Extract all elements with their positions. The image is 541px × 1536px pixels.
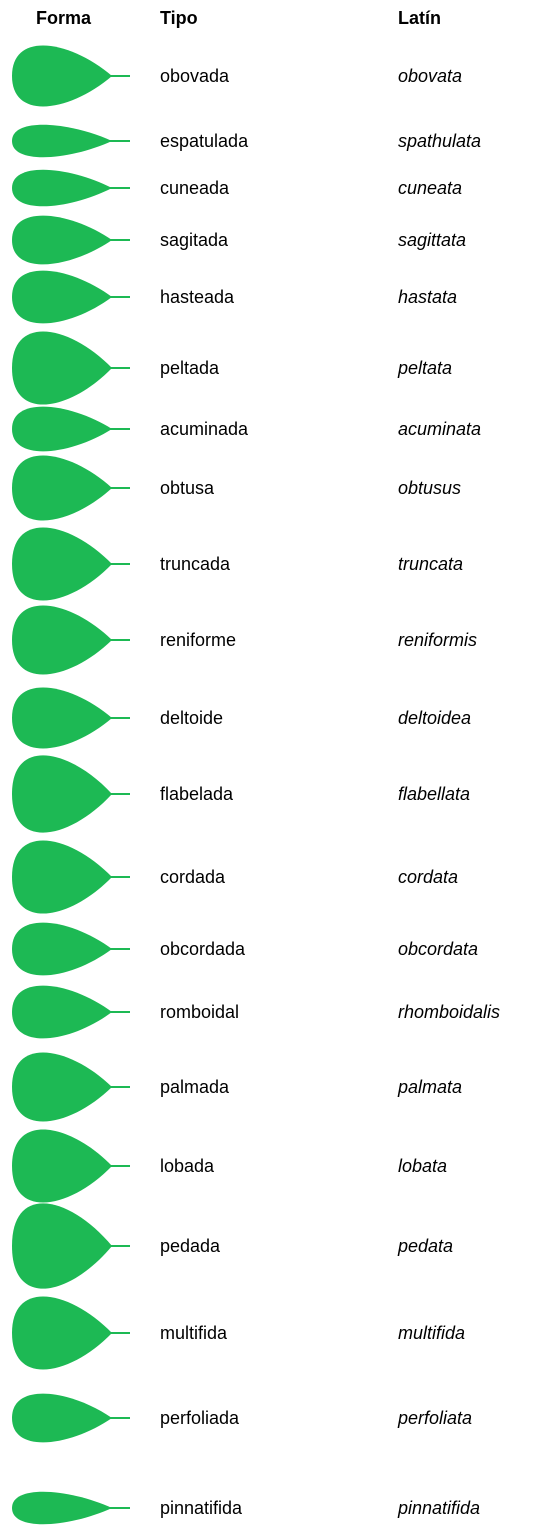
leaf-blade	[12, 687, 112, 749]
tipo-cell: perfoliada	[160, 1408, 240, 1428]
leaf-blade	[12, 605, 112, 675]
latin-cell: reniformis	[398, 630, 478, 650]
header-forma: Forma	[36, 8, 92, 28]
latin-cell: multifida	[398, 1323, 466, 1343]
leaf-icon	[12, 1203, 130, 1289]
tipo-cell: reniforme	[160, 630, 237, 650]
latin-cell: cordata	[398, 867, 459, 887]
leaf-icon	[12, 687, 130, 749]
leaf-icon	[12, 455, 130, 521]
leaf-blade	[12, 169, 112, 207]
tipo-cell: flabelada	[160, 784, 234, 804]
leaf-icon	[12, 1393, 130, 1443]
leaf-blade	[12, 331, 112, 405]
latin-cell: acuminata	[398, 419, 482, 439]
leaf-blade	[12, 1052, 112, 1122]
leaf-blade	[12, 1203, 112, 1289]
leaf-icon	[12, 406, 130, 452]
leaf-icon	[12, 922, 130, 976]
latin-cell: rhomboidalis	[398, 1002, 501, 1022]
latin-cell: spathulata	[398, 131, 482, 151]
tipo-cell: obtusa	[160, 478, 215, 498]
tipo-cell: obcordada	[160, 939, 246, 959]
leaf-icon	[12, 331, 130, 405]
tipo-cell: deltoide	[160, 708, 224, 728]
latin-cell: hastata	[398, 287, 458, 307]
latin-cell: obtusus	[398, 478, 462, 498]
leaf-icon	[12, 215, 130, 265]
tipo-cell: cordada	[160, 867, 226, 887]
leaf-blade	[12, 985, 112, 1039]
leaf-icon	[12, 270, 130, 324]
leaf-icon	[12, 1296, 130, 1370]
latin-cell: obovata	[398, 66, 463, 86]
leaf-blade	[12, 1393, 112, 1443]
leaf-blade	[12, 124, 112, 158]
leaf-icon	[12, 45, 130, 107]
leaf-blade	[12, 45, 112, 107]
leaf-blade	[12, 527, 112, 601]
latin-cell: sagittata	[398, 230, 467, 250]
leaf-blade	[12, 840, 112, 914]
leaf-blade	[12, 270, 112, 324]
tipo-cell: palmada	[160, 1077, 230, 1097]
header-latin: Latín	[398, 8, 441, 28]
leaf-blade	[12, 215, 112, 265]
tipo-cell: acuminada	[160, 419, 249, 439]
leaf-blade	[12, 455, 112, 521]
tipo-cell: espatulada	[160, 131, 249, 151]
latin-cell: cuneata	[398, 178, 463, 198]
latin-cell: pedata	[398, 1236, 454, 1256]
tipo-cell: truncada	[160, 554, 231, 574]
leaf-blade	[12, 406, 112, 452]
latin-cell: palmata	[398, 1077, 463, 1097]
latin-cell: perfoliata	[398, 1408, 473, 1428]
tipo-cell: pinnatifida	[160, 1498, 243, 1518]
leaf-icon	[12, 755, 130, 833]
leaf-icon	[12, 1129, 130, 1203]
leaf-icon	[12, 605, 130, 675]
leaf-blade	[12, 755, 112, 833]
header-tipo: Tipo	[160, 8, 198, 28]
tipo-cell: romboidal	[160, 1002, 240, 1022]
leaf-icon	[12, 169, 130, 207]
leaf-icon	[12, 527, 130, 601]
latin-cell: obcordata	[398, 939, 479, 959]
tipo-cell: peltada	[160, 358, 220, 378]
tipo-cell: lobada	[160, 1156, 215, 1176]
leaf-blade	[12, 922, 112, 976]
leaf-blade	[12, 1129, 112, 1203]
latin-cell: flabellata	[398, 784, 471, 804]
leaf-icon	[12, 1491, 130, 1525]
latin-cell: peltata	[398, 358, 453, 378]
tipo-cell: cuneada	[160, 178, 230, 198]
tipo-cell: pedada	[160, 1236, 221, 1256]
tipo-cell: hasteada	[160, 287, 235, 307]
latin-cell: lobata	[398, 1156, 448, 1176]
tipo-cell: multifida	[160, 1323, 228, 1343]
tipo-cell: obovada	[160, 66, 230, 86]
latin-cell: truncata	[398, 554, 464, 574]
latin-cell: deltoidea	[398, 708, 472, 728]
leaf-icon	[12, 840, 130, 914]
leaf-icon	[12, 124, 130, 158]
tipo-cell: sagitada	[160, 230, 229, 250]
latin-cell: pinnatifida	[398, 1498, 481, 1518]
leaf-icon	[12, 985, 130, 1039]
leaf-blade	[12, 1296, 112, 1370]
leaf-blade	[12, 1491, 112, 1525]
leaf-icon	[12, 1052, 130, 1122]
